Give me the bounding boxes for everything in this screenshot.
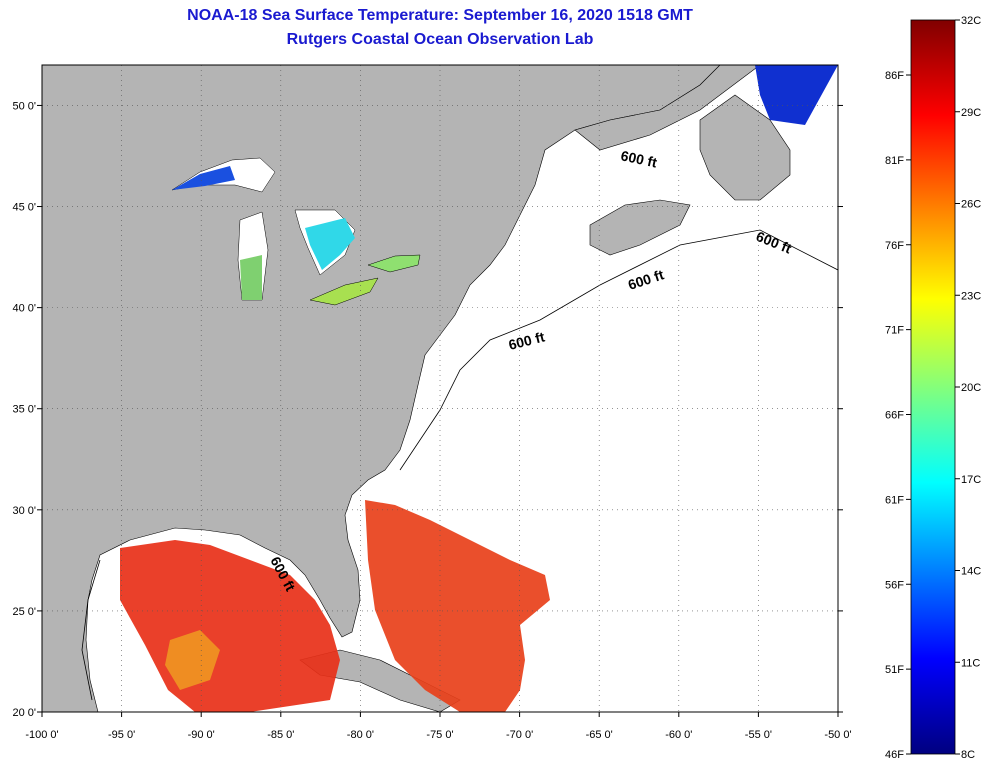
lake-superior-sst — [172, 166, 235, 190]
lon-tick-label: -75 0' — [426, 729, 453, 741]
colorbar-label-celsius: 8C — [961, 749, 975, 761]
lat-tick-label: 25 0' — [12, 606, 36, 618]
colorbar-label-celsius: 20C — [961, 382, 981, 394]
colorbar-label-fahrenheit: 46F — [885, 749, 904, 761]
lake-ontario — [367, 254, 421, 273]
land-north-america — [42, 65, 721, 712]
colorbar-label-fahrenheit: 51F — [885, 664, 904, 676]
colorbar-label-fahrenheit: 86F — [885, 70, 904, 82]
colorbar-label-fahrenheit: 71F — [885, 325, 904, 337]
colorbar-label-celsius: 11C — [961, 657, 980, 669]
lon-tick-label: -90 0' — [188, 729, 215, 741]
map-title: NOAA-18 Sea Surface Temperature: Septemb… — [187, 7, 693, 24]
lat-tick-label: 30 0' — [12, 505, 36, 517]
lon-tick-label: -80 0' — [347, 729, 374, 741]
lat-tick-label: 35 0' — [12, 404, 36, 416]
sst-labrador-sea — [755, 65, 838, 125]
contour-label: 600 ft — [619, 147, 658, 170]
colorbar-label-celsius: 26C — [961, 199, 981, 211]
lat-tick-label: 40 0' — [12, 303, 36, 315]
colorbar-label-celsius: 17C — [961, 474, 981, 486]
latitude-axis: 20 0' 25 0' 30 0' 35 0' 40 0' 45 0' 50 0' — [12, 100, 843, 719]
colorbar-label-fahrenheit: 66F — [885, 410, 904, 422]
land-newfoundland — [699, 94, 791, 201]
lon-tick-label: -70 0' — [506, 729, 533, 741]
lon-tick-label: -95 0' — [108, 729, 135, 741]
colorbar-label-celsius: 14C — [961, 566, 981, 578]
lon-tick-label: -65 0' — [586, 729, 613, 741]
colorbar-label-fahrenheit: 76F — [885, 240, 904, 252]
colorbar-label-fahrenheit: 56F — [885, 579, 904, 591]
sst-sargasso-warm — [365, 500, 550, 712]
depth-contour-600ft — [81, 229, 838, 701]
lake-huron-sst — [305, 218, 355, 270]
longitude-axis: -100 0' -95 0' -90 0' -85 0' -80 0' -75 0' -70… — [25, 712, 852, 741]
lat-tick-label: 20 0' — [12, 707, 36, 719]
lon-tick-label: -60 0' — [665, 729, 692, 741]
colorbar-label-fahrenheit: 81F — [885, 155, 904, 167]
lon-tick-label: -85 0' — [267, 729, 294, 741]
colorbar-label-celsius: 32C — [961, 15, 981, 27]
land-labrador — [574, 65, 761, 151]
map-subtitle: Rutgers Coastal Ocean Observation Lab — [286, 31, 594, 48]
colorbar-ticks: 32C 29C 26C 23C 20C 17C 14C 11C 8C 86F 81F 76F 71F 66… — [885, 15, 981, 761]
lon-tick-label: -55 0' — [745, 729, 772, 741]
lat-tick-label: 50 0' — [12, 100, 36, 112]
lake-michigan-sst — [240, 255, 262, 300]
lon-tick-label: -50 0' — [824, 729, 851, 741]
colorbar-label-fahrenheit: 61F — [885, 494, 904, 506]
colorbar-label-celsius: 23C — [961, 290, 981, 302]
land-nova-scotia — [589, 199, 691, 256]
lat-tick-label: 45 0' — [12, 202, 36, 214]
colorbar-label-celsius: 29C — [961, 107, 981, 119]
lon-tick-label: -100 0' — [25, 729, 58, 741]
colorbar — [910, 19, 956, 755]
sst-gulf-warm-patch — [165, 630, 220, 690]
land-cuba — [299, 649, 461, 712]
lake-erie — [309, 277, 379, 306]
